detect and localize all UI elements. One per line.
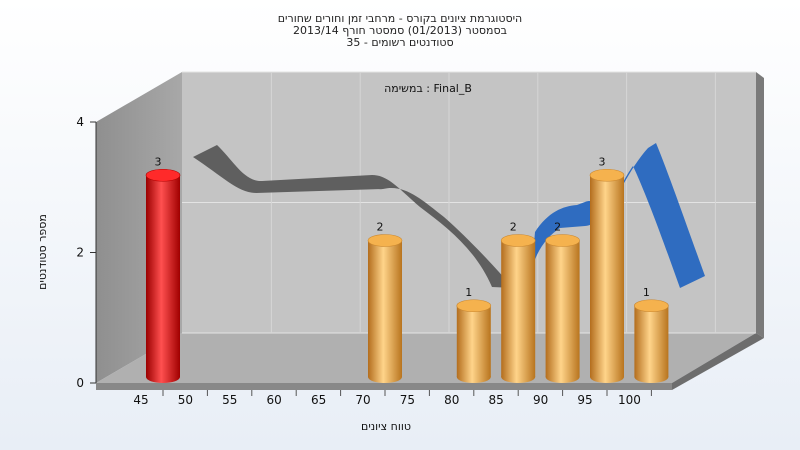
bar-base	[545, 371, 580, 383]
bar-base	[146, 371, 180, 383]
floor-edge	[96, 383, 672, 390]
x-tick-label: 75	[400, 393, 415, 407]
title-line-3: 35 - סטודנטים רשומים	[346, 36, 453, 49]
x-tick-label: 90	[533, 393, 548, 407]
bar-value-label: 2	[377, 221, 384, 234]
x-tick-label: 45	[133, 393, 148, 407]
bar-body	[456, 305, 491, 377]
bar-base	[634, 371, 669, 383]
bar-top	[367, 234, 403, 247]
gray-curve	[193, 145, 513, 288]
bar-base	[590, 371, 624, 383]
bar-body	[634, 305, 669, 377]
bar-base	[368, 371, 402, 383]
x-tick-label: 70	[355, 393, 370, 407]
bar-series: 3 2 1 2 2 3 1	[145, 155, 669, 383]
x-tick-label: 85	[489, 393, 504, 407]
floor-edge-right	[672, 333, 764, 390]
bar-value-label: 2	[554, 221, 561, 234]
bar-body	[545, 240, 580, 377]
bar-top	[145, 168, 181, 182]
bar-top	[545, 234, 580, 247]
x-axis-title: טווח ציונים	[361, 420, 411, 433]
bar: 2	[545, 221, 580, 383]
bar: 1	[634, 286, 669, 383]
bar-body	[146, 175, 180, 377]
x-tick-label: 55	[222, 393, 237, 407]
x-tick-label: 100	[618, 393, 641, 407]
bar-value-label: 3	[155, 155, 162, 168]
x-axis: 45 50 55 60 65 70 75 80 85 90 95 100	[133, 390, 652, 407]
bar-base	[501, 371, 536, 383]
bar-value-label: 1	[643, 286, 650, 299]
bar-top	[456, 299, 492, 313]
bar-value-label: 2	[510, 221, 517, 234]
task-label: במשימה : Final_B	[384, 82, 472, 95]
bar-top	[589, 168, 625, 182]
bar-body	[368, 240, 402, 377]
bar-base	[456, 371, 491, 383]
chart-title: היסטוגרמת ציונים בקורס - מרחבי זמן וחורי…	[278, 12, 523, 49]
x-tick-label: 80	[444, 393, 459, 407]
bar: 3	[589, 155, 625, 383]
y-tick-group: 0 2 4	[76, 115, 96, 390]
title-line-1: היסטוגרמת ציונים בקורס - מרחבי זמן וחורי…	[278, 12, 523, 25]
y-axis-title: מספר סטודנטים	[36, 214, 49, 290]
bar-top	[634, 299, 669, 313]
x-tick-label: 50	[178, 393, 193, 407]
x-tick-label: 60	[267, 393, 282, 407]
bar: 2	[500, 221, 536, 383]
y-tick-label: 2	[76, 246, 84, 260]
bar-value-label: 3	[599, 155, 606, 168]
title-line-2: בסמסטר (01/2013) סמסטר חורף 2013/14	[293, 24, 507, 37]
bar-body	[501, 240, 536, 377]
y-tick-label: 0	[76, 376, 84, 390]
bar-top	[500, 234, 536, 247]
bar: 2	[367, 221, 403, 383]
x-tick-label: 65	[311, 393, 326, 407]
bar: 3	[145, 155, 181, 383]
blue-curve	[532, 143, 705, 288]
bar: 1	[456, 286, 492, 383]
back-wall-edge	[756, 72, 764, 338]
y-tick-label: 4	[76, 115, 84, 129]
bar-body	[590, 175, 624, 377]
y-axis: 0 2 4	[76, 115, 97, 390]
x-tick-label: 95	[577, 393, 592, 407]
x-tick-group: 45 50 55 60 65 70 75 80 85 90 95 100	[133, 390, 652, 407]
bar-value-label: 1	[465, 286, 472, 299]
